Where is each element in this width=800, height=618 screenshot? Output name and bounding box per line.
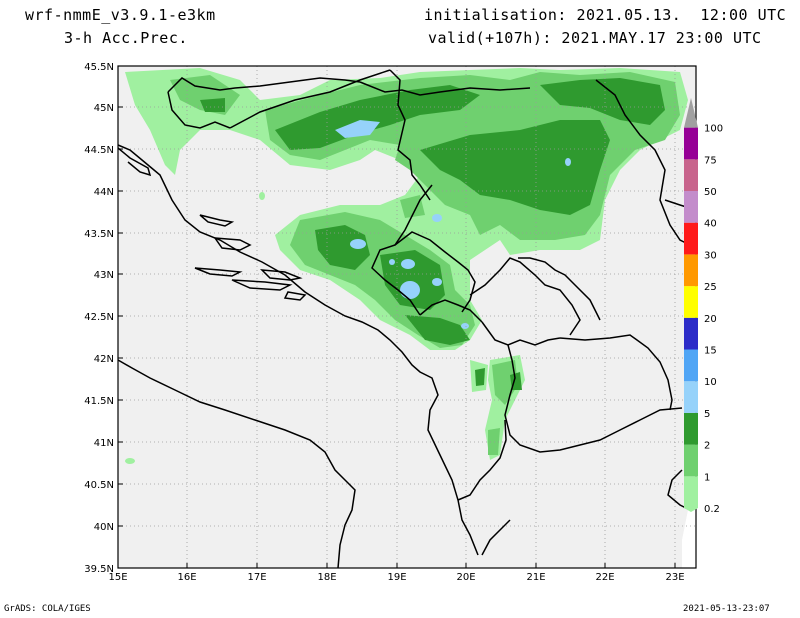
legend-swatch <box>684 381 698 413</box>
lon-label: 18E <box>317 572 336 583</box>
legend-tail <box>684 508 698 512</box>
legend-label: 30 <box>704 250 717 261</box>
legend-label: 2 <box>704 441 710 452</box>
lat-label: 45N <box>94 103 114 114</box>
lat-label: 44.5N <box>84 145 114 156</box>
legend-swatch <box>684 286 698 318</box>
timestamp-text: 2021-05-13-23:07 <box>683 604 770 614</box>
tick-marks <box>117 65 676 569</box>
legend-swatch <box>684 127 698 160</box>
lat-label: 42N <box>94 354 114 365</box>
legend-label: 20 <box>704 314 717 325</box>
legend-swatch <box>684 191 698 223</box>
legend-swatch <box>684 222 698 255</box>
legend-swatch <box>684 159 698 191</box>
lon-label: 19E <box>387 572 406 583</box>
legend-label: 10 <box>704 377 717 388</box>
legend-swatch <box>684 476 698 508</box>
legend-label: 15 <box>704 346 717 357</box>
lon-label: 21E <box>526 572 545 583</box>
lat-label: 43.5N <box>84 229 114 240</box>
model-title: wrf-nmmE_v3.9.1-e3km <box>25 6 216 24</box>
lat-labels: 45.5N 45N 44.5N 44N 43.5N 43N 42.5N 42N … <box>84 62 114 575</box>
lon-label: 20E <box>456 572 475 583</box>
legend-swatch <box>684 349 698 382</box>
legend-label: 75 <box>704 155 717 166</box>
lat-label: 45.5N <box>84 62 114 73</box>
valid-time: valid(+107h): 2021.MAY.17 23:00 UTC <box>428 29 762 47</box>
lon-label: 16E <box>177 572 196 583</box>
legend-label: 0.2 <box>704 504 720 515</box>
lon-label: 15E <box>108 572 127 583</box>
lon-label: 23E <box>665 572 684 583</box>
legend-swatch <box>684 254 698 287</box>
lat-label: 41N <box>94 438 114 449</box>
lat-label: 44N <box>94 187 114 198</box>
lat-label: 40N <box>94 522 114 533</box>
legend-label: 1 <box>704 472 710 483</box>
lon-label: 17E <box>247 572 266 583</box>
lat-label: 39.5N <box>84 564 114 575</box>
lon-labels: 15E 16E 17E 18E 19E 20E 21E 22E 23E <box>108 572 684 583</box>
coastlines-borders <box>117 69 697 569</box>
lon-label: 22E <box>595 572 614 583</box>
legend-swatch <box>684 444 698 477</box>
legend-label: 5 <box>704 409 710 420</box>
init-time: initialisation: 2021.05.13. 12:00 UTC <box>424 6 787 24</box>
lat-label: 42.5N <box>84 312 114 323</box>
field-title: 3-h Acc.Prec. <box>64 29 188 47</box>
legend-label: 50 <box>704 187 717 198</box>
legend-swatch <box>684 317 698 350</box>
legend-label: 40 <box>704 219 717 230</box>
legend-swatch <box>684 97 698 128</box>
legend-swatch <box>684 412 698 445</box>
precip-5mm <box>335 120 571 329</box>
lat-label: 41.5N <box>84 396 114 407</box>
legend-label: 25 <box>704 282 717 293</box>
credit-text: GrADS: COLA/IGES <box>4 604 91 614</box>
legend-label: 100 <box>704 124 723 135</box>
lat-label: 40.5N <box>84 480 114 491</box>
lat-label: 43N <box>94 270 114 281</box>
